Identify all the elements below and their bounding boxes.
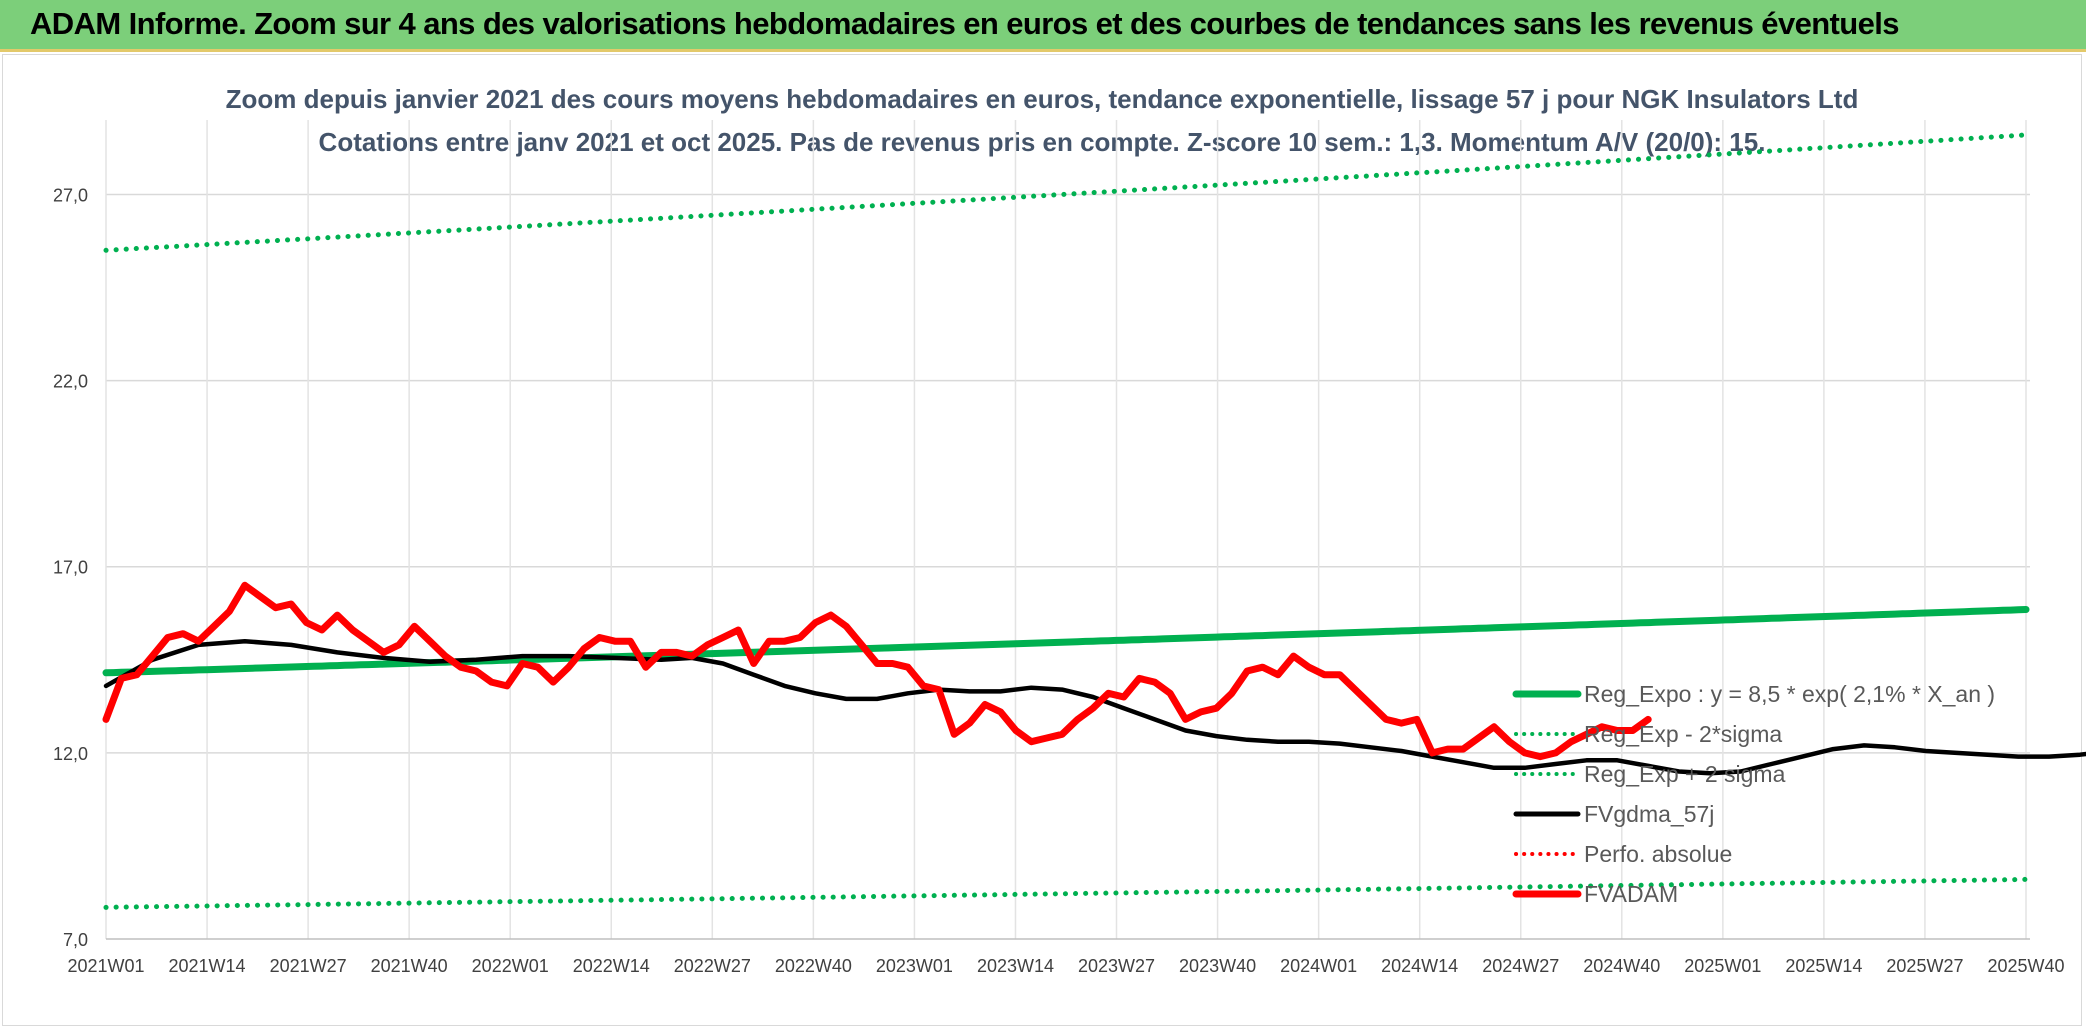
x-tick-label: 2021W01 xyxy=(67,956,144,976)
fvgdma-57j-line xyxy=(103,638,2086,776)
trend-minus-2sigma-line xyxy=(103,876,2029,910)
x-tick-label: 2022W27 xyxy=(674,956,751,976)
header-banner: ADAM Informe. Zoom sur 4 ans des valoris… xyxy=(0,0,2086,52)
x-tick-label: 2021W27 xyxy=(270,956,347,976)
x-tick-label: 2021W40 xyxy=(371,956,448,976)
trend-plus-2sigma-line xyxy=(103,132,2029,253)
y-tick-label: 22,0 xyxy=(53,372,88,392)
x-axis: 2021W01 2021W14 2021W27 2021W40 2022W01 2022W… xyxy=(67,938,2065,976)
y-tick-label: 17,0 xyxy=(53,558,88,578)
x-tick-label: 2023W14 xyxy=(977,956,1054,976)
chart-title: Zoom depuis janvier 2021 des cours moyen… xyxy=(226,84,1859,114)
gridlines xyxy=(105,120,2030,939)
x-tick-label: 2024W27 xyxy=(1482,956,1559,976)
chart-frame xyxy=(2,54,2082,1026)
banner-title: ADAM Informe. Zoom sur 4 ans des valoris… xyxy=(30,6,1900,41)
x-tick-label: 2025W14 xyxy=(1785,956,1862,976)
x-tick-label: 2024W01 xyxy=(1280,956,1357,976)
legend-label: FVADAM xyxy=(1584,881,1678,907)
x-tick-label: 2022W40 xyxy=(775,956,852,976)
x-tick-label: 2024W14 xyxy=(1381,956,1458,976)
x-tick-label: 2024W40 xyxy=(1583,956,1660,976)
chart-subtitle: Cotations entre janv 2021 et oct 2025. P… xyxy=(319,127,1766,157)
x-tick-label: 2025W27 xyxy=(1886,956,1963,976)
y-tick-label: 7,0 xyxy=(63,930,88,950)
legend-label: Perfo. absolue xyxy=(1584,841,1732,867)
y-tick-label: 12,0 xyxy=(53,744,88,764)
series-group xyxy=(102,132,2086,910)
legend-label: Reg_Expo : y = 8,5 * exp( 2,1% * X_an ) xyxy=(1584,681,1995,707)
x-tick-label: 2023W01 xyxy=(876,956,953,976)
legend: Reg_Expo : y = 8,5 * exp( 2,1% * X_an ) R… xyxy=(1512,681,1995,907)
x-tick-label: 2023W27 xyxy=(1078,956,1155,976)
x-tick-label: 2022W14 xyxy=(573,956,650,976)
x-tick-label: 2025W40 xyxy=(1987,956,2064,976)
y-axis: 7,0 12,0 17,0 22,0 27,0 xyxy=(53,185,88,950)
x-tick-label: 2025W01 xyxy=(1684,956,1761,976)
x-tick-label: 2023W40 xyxy=(1179,956,1256,976)
y-tick-label: 27,0 xyxy=(53,185,88,205)
x-tick-label: 2021W14 xyxy=(169,956,246,976)
fvadam-line xyxy=(102,581,1652,761)
legend-label: Reg_Exp + 2 sigma xyxy=(1584,761,1786,787)
legend-label: FVgdma_57j xyxy=(1584,801,1714,827)
legend-label: Reg_Exp - 2*sigma xyxy=(1584,721,1782,747)
trend-line xyxy=(102,606,2030,677)
x-tick-label: 2022W01 xyxy=(472,956,549,976)
